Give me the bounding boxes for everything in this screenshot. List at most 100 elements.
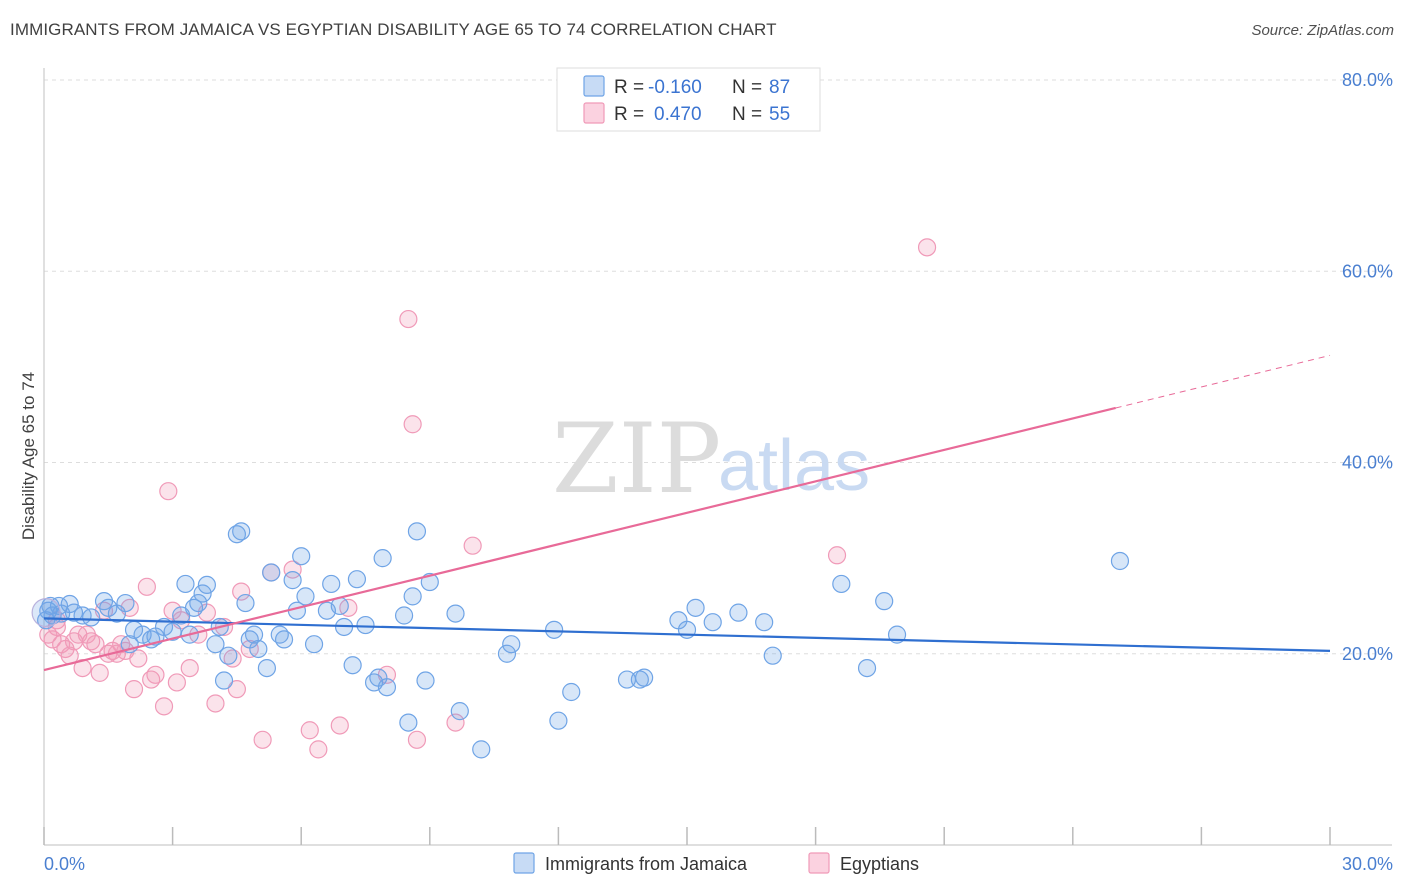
egyptians-point [407, 730, 427, 749]
egyptians-point [463, 536, 482, 555]
bottom-legend-label-egyptians: Egyptians [840, 854, 919, 874]
jamaica-trend-line [43, 617, 1331, 652]
jamaica-point [549, 711, 568, 730]
legend-n-label-2: N = [732, 104, 762, 125]
jamaica-point [193, 584, 212, 603]
jamaica-point [356, 615, 375, 635]
legend-r-label-2: R = [614, 104, 644, 125]
egyptians-point [86, 635, 105, 654]
egyptians-point [129, 649, 148, 668]
y-axis-label: Disability Age 65 to 74 [19, 372, 38, 540]
egyptians-point [167, 673, 186, 692]
x-tick-label-min: 0.0% [44, 854, 85, 874]
bottom-legend-swatch-egyptians [808, 852, 830, 874]
legend-n-value-1: 87 [769, 77, 790, 98]
jamaica-point [304, 635, 324, 654]
x-tick-labels: 0.0% 30.0% [44, 854, 1393, 874]
jamaica-point [189, 593, 208, 613]
jamaica-point [635, 668, 654, 687]
jamaica-point [292, 547, 311, 566]
jamaica-point [686, 598, 705, 617]
legend-swatch-blue [583, 75, 605, 97]
jamaica-point [154, 617, 174, 637]
jamaica-point [206, 635, 225, 654]
egyptians-point [146, 665, 165, 684]
jamaica-point [244, 625, 264, 644]
jamaica-point [262, 563, 281, 582]
egyptians-trend-extension [1115, 354, 1331, 409]
trend-lines [43, 354, 1331, 672]
legend-n-value-2: 55 [769, 104, 790, 125]
jamaica-point [497, 644, 517, 663]
legend-n-label-1: N = [732, 77, 762, 98]
jamaica-point [729, 603, 748, 622]
jamaica-point [857, 658, 877, 678]
jamaica-point [82, 608, 101, 627]
jamaica-point [755, 613, 774, 632]
jamaica-point [407, 522, 427, 541]
jamaica-point [197, 575, 216, 595]
jamaica-point [502, 635, 521, 654]
jamaica-point [403, 587, 422, 606]
legend-r-value-1: -0.160 [648, 77, 702, 98]
egyptians-point [90, 663, 109, 682]
chart-title: IMMIGRANTS FROM JAMAICA VS EGYPTIAN DISA… [10, 20, 777, 39]
watermark-atlas: atlas [718, 426, 870, 506]
egyptians-point [227, 680, 246, 699]
jamaica-point [296, 587, 315, 606]
egyptians-point [154, 697, 174, 716]
bottom-legend-swatch-jamaica [513, 852, 535, 874]
source-credit: Source: ZipAtlas.com [1251, 22, 1394, 39]
egyptians-point [446, 713, 465, 732]
egyptians-point [827, 546, 847, 565]
egyptians-point [124, 680, 144, 699]
jamaica-point [875, 592, 894, 611]
jamaica-point [832, 574, 851, 594]
jamaica-point [176, 574, 195, 594]
watermark: ZIP atlas [552, 403, 870, 515]
axes [43, 68, 1392, 846]
legend-swatch-pink [583, 102, 605, 124]
jamaica-point [763, 646, 782, 665]
jamaica-point [1110, 551, 1130, 571]
egyptians-point [399, 309, 418, 329]
y-tick-label: 60.0% [1342, 261, 1393, 281]
jamaica-point [236, 593, 255, 613]
egyptians-point [300, 721, 319, 740]
jamaica-point [545, 620, 564, 639]
jamaica-point [322, 574, 341, 594]
bottom-legend-label-jamaica: Immigrants from Jamaica [545, 854, 748, 874]
jamaica-point [446, 604, 465, 623]
egyptians-point [283, 560, 302, 579]
grid-lines [44, 79, 1392, 655]
jamaica-point [274, 630, 294, 649]
jamaica-point [116, 593, 135, 613]
correlation-legend: R = -0.160 N = 87 R = 0.470 N = 55 [556, 67, 821, 132]
jamaica-point [163, 622, 182, 641]
jamaica-points [31, 522, 1130, 759]
jamaica-point [472, 740, 491, 759]
y-tick-labels: 20.0% 40.0% 60.0% 80.0% [1342, 70, 1393, 664]
egyptians-point [206, 694, 225, 713]
jamaica-point [373, 549, 392, 568]
jamaica-point [416, 671, 435, 690]
egyptians-point [917, 238, 937, 257]
legend-r-value-2: 0.470 [654, 104, 702, 125]
jamaica-point [703, 613, 722, 632]
jamaica-point [450, 702, 469, 721]
egyptians-point [309, 740, 328, 759]
jamaica-point [399, 713, 418, 732]
jamaica-point [249, 639, 268, 659]
jamaica-point [257, 658, 277, 678]
egyptians-point [403, 415, 422, 434]
egyptians-point [253, 730, 272, 749]
y-tick-label: 40.0% [1342, 453, 1393, 473]
jamaica-point [60, 594, 79, 614]
jamaica-point [37, 611, 56, 630]
jamaica-point [562, 682, 581, 702]
watermark-zip: ZIP [552, 403, 721, 515]
egyptians-point [159, 482, 178, 501]
jamaica-point [31, 598, 61, 628]
jamaica-point [214, 671, 234, 690]
